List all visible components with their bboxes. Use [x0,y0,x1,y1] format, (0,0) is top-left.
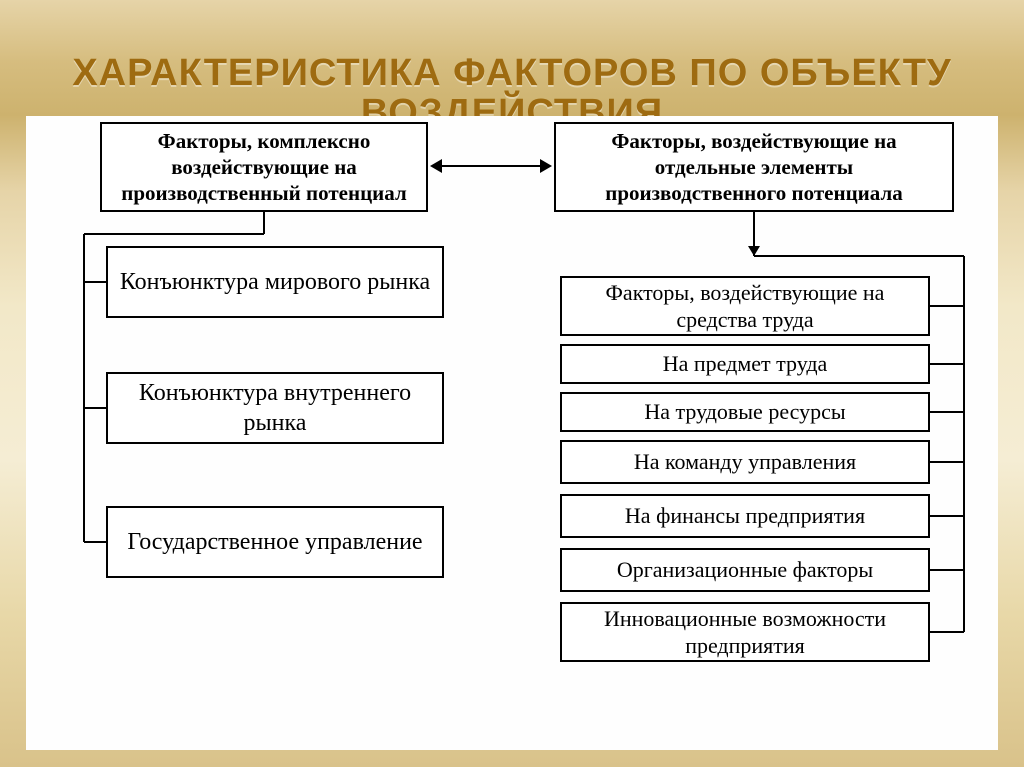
node-R7: Инновационные возможности предприятия [560,602,930,662]
diagram-canvas: Факторы, комплексно воздействующие на пр… [26,116,998,750]
node-L2: Конъюнктура внутреннего рынка [106,372,444,444]
node-L3: Государственное управление [106,506,444,578]
node-hdrR: Факторы, воздействующие на отдельные эле… [554,122,954,212]
node-R4: На команду управления [560,440,930,484]
node-R1: Факторы, воздействующие на средства труд… [560,276,930,336]
node-R3: На трудовые ресурсы [560,392,930,432]
node-hdrL: Факторы, комплексно воздействующие на пр… [100,122,428,212]
node-R6: Организационные факторы [560,548,930,592]
node-L1: Конъюнктура мирового рынка [106,246,444,318]
node-R2: На предмет труда [560,344,930,384]
node-R5: На финансы предприятия [560,494,930,538]
